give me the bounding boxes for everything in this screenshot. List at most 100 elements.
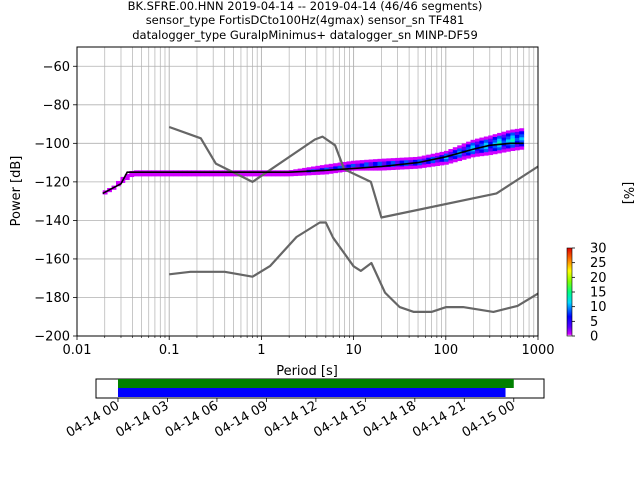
density-cell (417, 159, 423, 163)
density-cell (319, 165, 325, 169)
x-tick-label: 1000 (521, 343, 554, 358)
density-cell (470, 139, 476, 143)
timeline-tick-label: 04-14 09 (212, 398, 270, 440)
density-cell (364, 162, 370, 166)
density-cell (501, 131, 507, 135)
density-cell (426, 157, 432, 162)
density-cell (448, 157, 454, 161)
density-cell (430, 153, 436, 158)
density-cell (350, 160, 356, 165)
density-cell (302, 171, 307, 176)
density-cell (142, 173, 148, 177)
density-cell (466, 144, 471, 148)
density-cell (492, 139, 498, 143)
density-cell (377, 161, 383, 165)
density-cell (324, 167, 330, 172)
density-cell (497, 150, 502, 154)
density-cell (421, 158, 427, 162)
density-cell (514, 137, 520, 142)
density-cell (404, 160, 409, 164)
density-cell (519, 146, 525, 150)
y-tick-label: −160 (34, 252, 70, 267)
density-cell (377, 167, 383, 171)
density-cell (497, 132, 502, 137)
density-cell (519, 140, 525, 144)
density-cell (412, 162, 418, 166)
density-cell (195, 173, 201, 177)
density-cell (310, 172, 316, 176)
density-cell (279, 173, 285, 177)
density-cell (426, 163, 432, 168)
density-cell (497, 138, 502, 142)
density-cell (505, 148, 511, 152)
density-cell (395, 160, 401, 164)
density-cell (333, 163, 338, 167)
density-cell (355, 163, 361, 168)
density-cell (457, 154, 463, 158)
density-cell (497, 147, 502, 151)
title-line-1: BK.SFRE.00.HNN 2019-04-14 -- 2019-04-14 … (128, 0, 483, 13)
x-axis-ticks: 0.01 0.1 1 10 100 1000 (63, 336, 555, 358)
density-cell (240, 173, 245, 177)
density-cell (519, 134, 525, 138)
density-cell (368, 167, 374, 171)
density-cell (324, 170, 330, 175)
density-cell (426, 160, 432, 165)
density-cell (479, 149, 485, 154)
x-tick-label: 10 (345, 343, 362, 358)
density-cell (293, 172, 299, 177)
density-cell (390, 161, 396, 165)
density-cell (510, 129, 516, 133)
y-tick-label: −180 (34, 291, 70, 306)
density-cell (466, 152, 471, 156)
density-cell (474, 150, 480, 154)
density-cell (120, 176, 126, 181)
density-cell (505, 130, 511, 134)
density-cell (474, 141, 480, 145)
density-cell (359, 160, 365, 164)
density-cell (457, 145, 463, 149)
density-cell (492, 148, 498, 152)
density-cell (443, 161, 449, 165)
density-cell (213, 173, 219, 177)
density-cell (466, 141, 471, 145)
density-cell (328, 167, 334, 171)
density-cell (417, 165, 423, 169)
density-cell (461, 156, 467, 160)
density-cell (514, 134, 520, 139)
density-cell (443, 150, 449, 154)
density-cell (200, 173, 206, 177)
density-cell (497, 135, 502, 139)
density-cell (421, 155, 427, 159)
density-cell (474, 138, 480, 142)
density-cell (257, 173, 263, 177)
y-tick-label: −120 (34, 175, 70, 190)
density-cell (155, 173, 161, 177)
density-cell (399, 157, 405, 161)
density-cell (479, 152, 485, 157)
density-cell (368, 162, 374, 166)
coverage-bar (117, 388, 506, 397)
density-cell (408, 157, 414, 161)
density-cell (138, 173, 143, 177)
density-cell (315, 171, 321, 175)
density-cell (488, 138, 494, 143)
density-cell (457, 148, 463, 152)
title-line-2: sensor_type FortisDCto100Hz(4gmax) senso… (146, 13, 465, 27)
density-cell (124, 173, 130, 178)
title-line-3: datalogger_type GuralpMinimus+ datalogge… (132, 28, 478, 42)
chart-title: BK.SFRE.00.HNN 2019-04-14 -- 2019-04-14 … (128, 0, 483, 42)
y-axis-label: Power [dB] (9, 156, 24, 227)
density-cell (479, 137, 485, 141)
density-band (102, 128, 525, 195)
density-cell (505, 133, 511, 137)
density-cell (102, 192, 108, 195)
density-cell (510, 132, 516, 136)
density-cell (497, 141, 502, 145)
density-cell (129, 173, 135, 178)
density-cell (510, 135, 516, 139)
density-cell (346, 164, 352, 169)
density-cell (377, 158, 383, 163)
